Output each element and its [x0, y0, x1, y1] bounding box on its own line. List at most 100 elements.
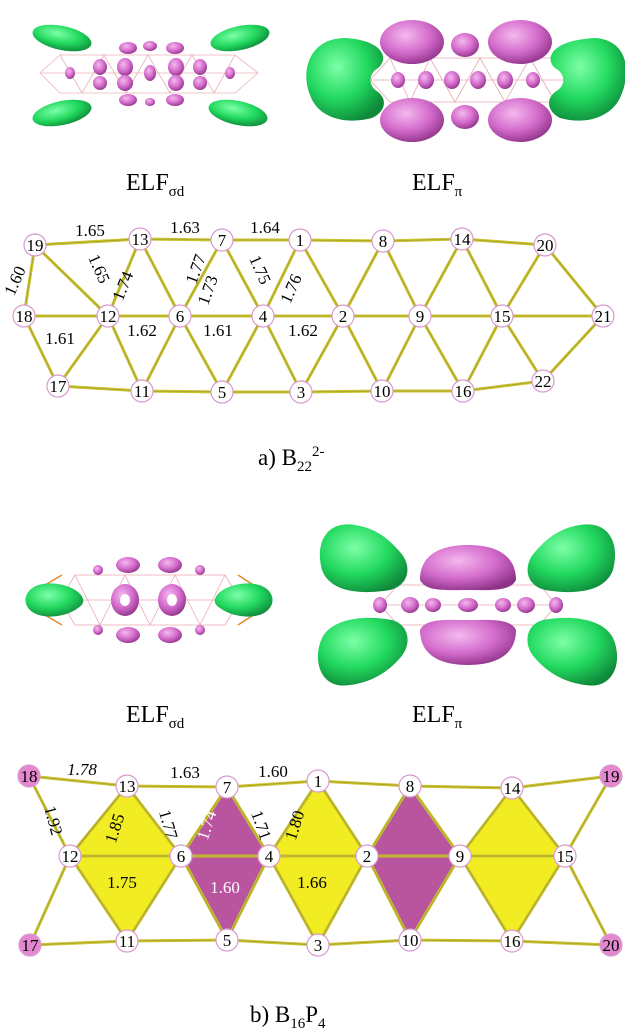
bond-shade-b-1-4 [268, 780, 319, 857]
atom-b-1 [306, 769, 330, 793]
caption-b: b) B16P4 [250, 1002, 326, 1030]
bond-shade-a-9-10 [381, 315, 421, 392]
atom-label-b-10: 10 [402, 931, 419, 950]
atom-a-1 [288, 228, 312, 252]
atom-a-11 [130, 379, 154, 403]
atom-label-a-2: 2 [339, 307, 348, 326]
atom-label-b-18: 18 [21, 767, 38, 786]
bond-shade-a-16-22 [462, 380, 544, 392]
bond-shade-b-4-5 [226, 855, 270, 941]
triangle-b-10 [460, 856, 565, 941]
bond-length-a-5: 1.65 [84, 251, 113, 286]
atom-b-8 [398, 774, 422, 798]
atom-b-13 [115, 774, 139, 798]
bond-length-a-2: 1.63 [170, 218, 200, 237]
elf-sigma-label-a: ELFσd [126, 170, 185, 200]
bond-shade-b-8-14 [409, 785, 513, 789]
atom-a-19 [23, 233, 47, 257]
bond-shade-a-21-22 [542, 315, 604, 382]
atom-label-a-8: 8 [379, 232, 388, 251]
bond-shade-a-17-11 [57, 385, 143, 392]
triangle-b-4 [181, 856, 269, 940]
atom-label-a-15: 15 [494, 307, 511, 326]
atom-label-a-5: 5 [218, 383, 227, 402]
atom-label-a-20: 20 [537, 236, 554, 255]
bond-length-a-6: 1.74 [109, 268, 138, 303]
bond-length-a-12: 1.62 [127, 321, 157, 340]
bond-length-b-10: 1.75 [107, 873, 137, 892]
atom-b-3 [306, 933, 330, 957]
bond-shade-b-7-6 [180, 786, 228, 857]
atom-label-b-3: 3 [314, 936, 323, 955]
triangle-b-1 [70, 786, 181, 856]
bond-shade-a-3-10 [300, 390, 383, 393]
bond-length-a-11: 1.61 [45, 329, 75, 348]
atom-label-b-2: 2 [363, 847, 372, 866]
bond-shade-a-4-5 [221, 315, 264, 393]
atom-label-b-14: 14 [504, 779, 522, 798]
bond-shade-b-18-13 [28, 775, 128, 787]
bond-shade-b-8-2 [366, 785, 411, 857]
atom-label-b-11: 11 [119, 932, 135, 951]
bond-shade-a-1-4 [262, 239, 301, 317]
atom-label-b-20: 20 [603, 936, 620, 955]
bond-shade-b-2-10 [366, 855, 411, 941]
bond-shade-a-6-5 [179, 315, 223, 393]
bond-shade-a-19-13 [34, 238, 141, 246]
bond-shade-a-18-17 [23, 315, 59, 387]
bond-shade-b-15-20 [564, 855, 612, 946]
bond-length-a-3: 1.64 [250, 218, 280, 237]
atom-a-21 [591, 304, 615, 328]
bond-shade-a-6-11 [141, 315, 181, 392]
atom-label-b-4: 4 [265, 847, 274, 866]
atom-b-19 [599, 764, 623, 788]
bond-shade-b-12-11 [69, 855, 128, 942]
atom-a-22 [531, 369, 555, 393]
atom-label-a-21: 21 [595, 307, 612, 326]
bond-length-a-14: 1.62 [288, 321, 318, 340]
atom-label-a-11: 11 [134, 382, 150, 401]
bond-shade-a-1-2 [299, 239, 344, 317]
bond-shade-a-7-4 [221, 239, 264, 317]
bond-shade-b-19-15 [564, 775, 612, 857]
bond-length-b-1: 1.78 [67, 760, 97, 779]
atom-label-a-22: 22 [535, 372, 552, 391]
atom-label-b-15: 15 [557, 847, 574, 866]
triangle-b-9 [460, 788, 565, 856]
bond-shade-b-13-12 [69, 785, 128, 857]
bond-shade-b-1-8 [317, 780, 411, 787]
triangle-b-8 [367, 856, 460, 940]
triangle-b-7 [367, 786, 460, 856]
atom-b-18 [17, 764, 41, 788]
bond-length-b-12: 1.66 [297, 873, 327, 892]
bond-shade-b-6-5 [180, 855, 228, 941]
atom-b-4 [257, 844, 281, 868]
bond-shade-b-18-12 [28, 775, 71, 857]
atom-a-16 [451, 379, 475, 403]
triangle-b-2 [70, 856, 181, 941]
atom-label-b-9: 9 [456, 847, 465, 866]
bond-shade-a-15-22 [501, 315, 544, 382]
bond-shade-a-11-5 [141, 390, 223, 393]
atom-a-2 [331, 304, 355, 328]
atom-b-6 [169, 844, 193, 868]
bond-shade-a-2-3 [300, 315, 344, 393]
bond-shade-b-11-5 [126, 939, 228, 942]
bond-shade-b-7-4 [226, 786, 270, 857]
triangle-b-3 [181, 787, 269, 856]
bond-shade-a-13-6 [139, 238, 181, 317]
atom-a-4 [251, 304, 275, 328]
bond-shade-b-9-16 [459, 855, 513, 942]
atom-label-a-19: 19 [27, 236, 44, 255]
triangle-b-6 [269, 856, 367, 945]
bond-shade-a-13-12 [107, 238, 141, 317]
atom-label-b-19: 19 [603, 767, 620, 786]
bond-shade-b-10-16 [409, 939, 513, 942]
bond-shade-b-12-17 [29, 855, 71, 946]
atom-label-a-18: 18 [16, 307, 33, 326]
atom-b-15 [553, 844, 577, 868]
atom-b-2 [355, 844, 379, 868]
bond-shade-a-8-2 [342, 240, 384, 317]
atom-label-b-5: 5 [223, 931, 232, 950]
bond-length-a-13: 1.61 [203, 321, 233, 340]
